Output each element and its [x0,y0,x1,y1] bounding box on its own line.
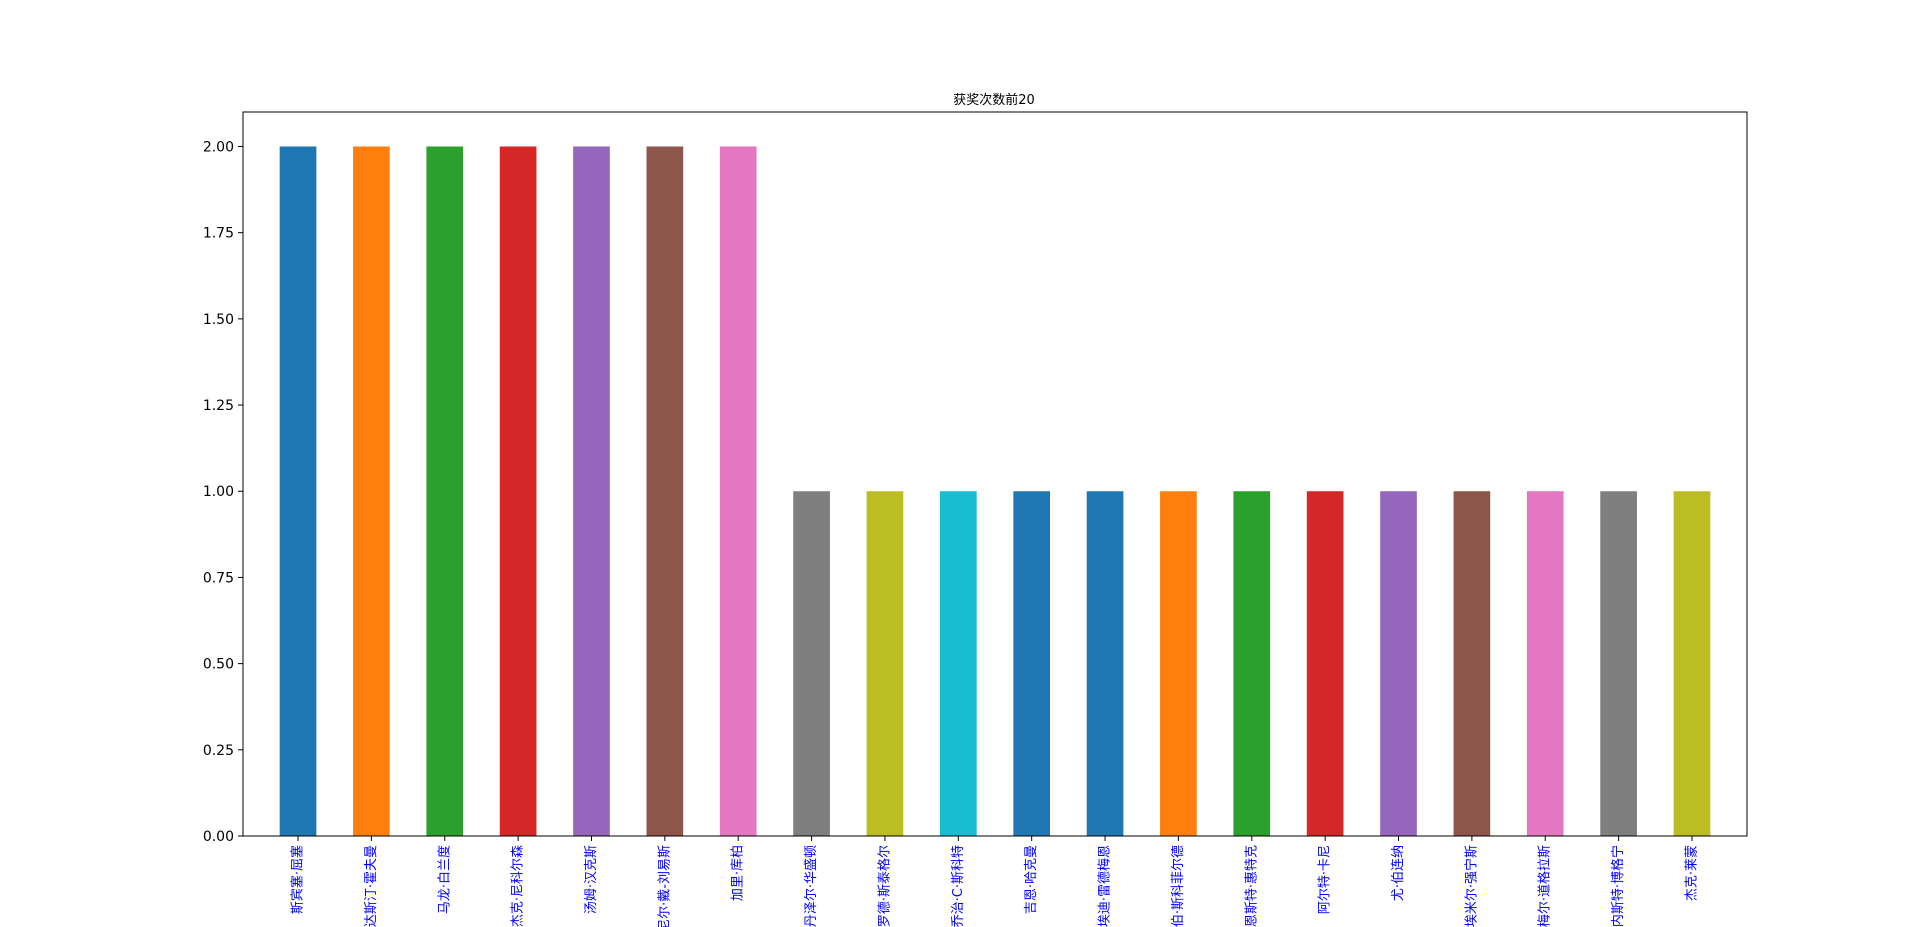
bar-4 [499,146,537,837]
x-tick-label: 斯宾塞·屈塞 [290,845,306,914]
y-axis: 0.00 0.25 0.50 0.75 1.00 1.25 1.50 1.75 2.00 [203,139,243,845]
bar-7 [719,146,757,837]
bar-5 [573,146,610,837]
bars-group [279,146,1711,837]
x-tick-label: 罗伯·斯科菲尔德 [1171,845,1186,927]
y-tick-label: 0.00 [203,829,234,845]
x-tick-label: 达斯汀·霍夫曼 [364,845,379,927]
x-tick-label: 丹尼尔·戴-刘易斯 [657,845,672,927]
x-tick-label: 杰克·莱蒙 [1684,845,1699,901]
y-tick-label: 0.50 [203,657,234,673]
x-tick-label: 丹泽尔·华盛顿 [804,845,819,927]
bar-6 [646,146,684,837]
bar-14 [1233,491,1271,836]
y-tick-label: 1.75 [203,226,234,242]
bar-1 [279,146,317,837]
bar-9 [866,491,904,836]
y-tick-label: 1.25 [203,398,234,414]
y-tick-label: 1.50 [203,312,234,328]
x-tick-label: 梅尔·道格拉斯 [1537,845,1553,927]
x-tick-label: 汤姆·汉克斯 [584,845,599,914]
y-tick-label: 0.25 [203,743,234,759]
x-tick-label: 马龙·白兰度 [436,845,452,914]
x-tick-label: 杰克·尼科尔森 [511,845,526,927]
bar-17 [1453,491,1491,836]
bar-10 [939,491,977,836]
x-tick-label: 恩斯特·惠特克 [1244,845,1259,927]
x-tick-label: 阿尔特·卡尼 [1318,845,1333,914]
bar-11 [1013,491,1051,836]
x-tick-label: 罗德·斯泰格尔 [876,845,892,927]
x-tick-label: 吉恩·哈克曼 [1024,845,1039,914]
bar-18 [1526,491,1564,836]
y-tick-label: 2.00 [203,139,234,155]
x-tick-label: 埃迪·雷德梅恩 [1098,845,1113,927]
x-tick-label: 乔治·C·斯科特 [951,845,966,927]
x-tick-label: 欧内斯特·博格宁 [1610,845,1626,927]
chart-title: 获奖次数前20 [953,92,1035,108]
bar-8 [793,491,830,836]
bar-16 [1380,491,1417,836]
bar-15 [1306,491,1344,836]
bar-13 [1160,491,1197,836]
y-tick-label: 1.00 [203,484,234,500]
bar-19 [1600,491,1637,836]
x-tick-label: 加里·库柏 [730,845,746,901]
bar-3 [426,146,464,837]
plot-frame [242,111,1748,837]
bar-20 [1673,491,1711,836]
bar-2 [353,146,390,837]
x-tick-label: 埃米尔·强宁斯 [1463,845,1479,927]
bar-12 [1086,491,1124,836]
x-axis: 斯宾塞·屈塞 达斯汀·霍夫曼 马龙·白兰度 杰克·尼科尔森 汤姆·汉克斯 丹尼尔·戴-刘易… [290,836,1699,927]
x-tick-label: 尤·伯连纳 [1390,845,1406,901]
y-tick-label: 0.75 [203,570,234,586]
